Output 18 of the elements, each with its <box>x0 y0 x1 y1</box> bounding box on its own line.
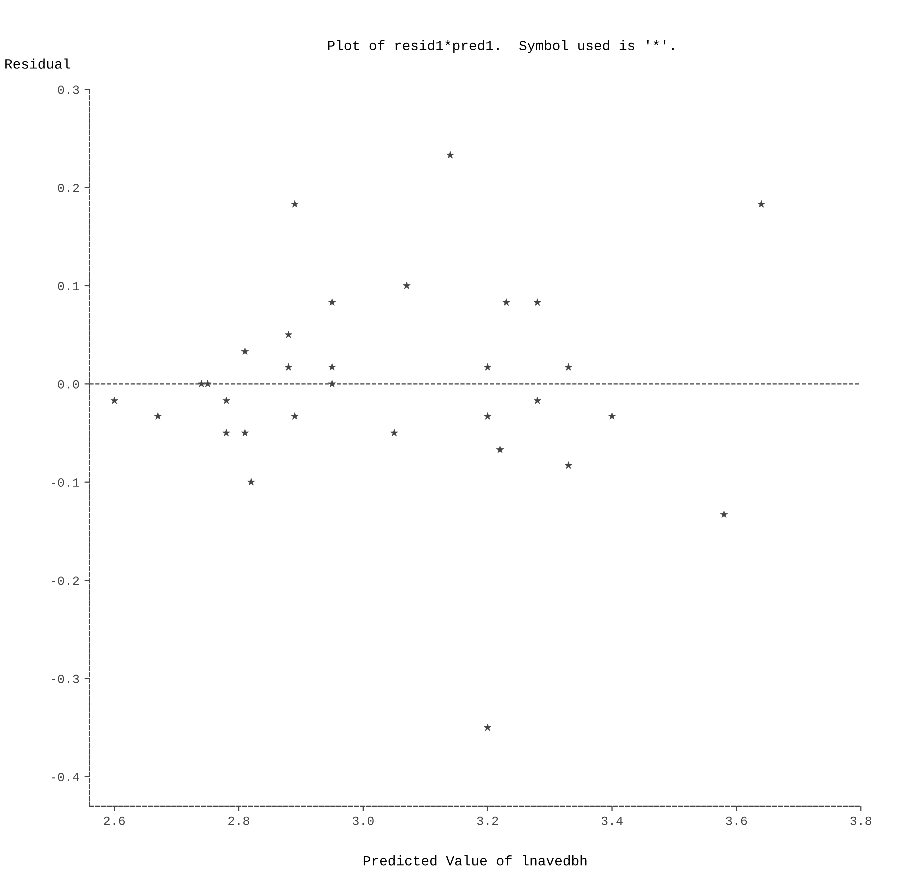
y-tick-label: -0.4 <box>52 773 80 782</box>
x-tick-label: 3.4 <box>602 816 623 826</box>
x-tick-label: 3.8 <box>850 816 872 826</box>
x-tick-label: 2.6 <box>104 816 126 826</box>
y-tick-label: 0.3 <box>58 86 80 94</box>
y-tick-label: -0.2 <box>52 576 80 586</box>
x-tick-label: 3.0 <box>352 816 374 826</box>
x-tick-label: 3.6 <box>726 816 748 826</box>
x-axis-title: Predicted Value of lnavedbh <box>364 856 587 866</box>
x-tick-label: 2.8 <box>228 816 250 826</box>
y-tick-label: 0.2 <box>58 184 80 192</box>
y-axis-title: Residual <box>6 58 70 69</box>
y-tick-label: 0.1 <box>58 282 80 291</box>
y-tick-label: 0.0 <box>58 380 80 389</box>
chart-subtitle: Plot of resid1*pred1. Symbol used is '*'. <box>328 40 674 54</box>
y-tick-label: -0.1 <box>52 478 80 488</box>
x-tick-label: 3.2 <box>477 816 498 826</box>
y-tick-label: -0.3 <box>52 674 80 684</box>
